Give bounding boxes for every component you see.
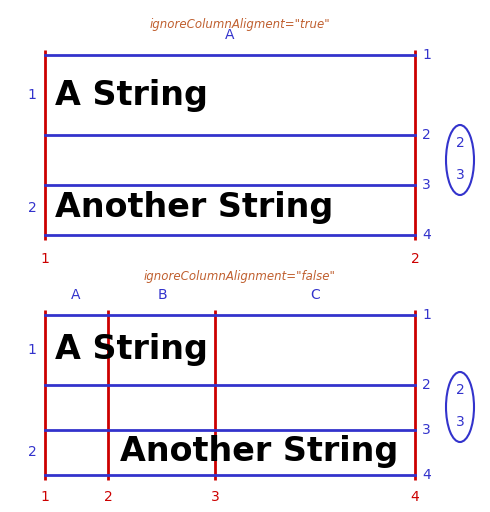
Text: 2: 2 (422, 378, 431, 392)
Text: A: A (71, 288, 81, 302)
Text: 4: 4 (422, 468, 431, 482)
Text: 2: 2 (411, 252, 419, 266)
Text: 4: 4 (422, 228, 431, 242)
Text: B: B (157, 288, 167, 302)
Text: 2: 2 (27, 445, 36, 459)
Text: A: A (225, 28, 235, 42)
Text: Another String: Another String (120, 436, 398, 468)
Text: 2: 2 (27, 201, 36, 215)
Text: 2: 2 (456, 383, 465, 397)
Text: 2: 2 (456, 136, 465, 150)
Text: 1: 1 (27, 343, 36, 357)
Text: 1: 1 (27, 88, 36, 102)
Text: 3: 3 (456, 168, 465, 182)
Text: 3: 3 (211, 490, 220, 504)
Text: 1: 1 (41, 490, 49, 504)
Text: 3: 3 (422, 423, 431, 437)
Text: A String: A String (55, 78, 208, 112)
Text: C: C (310, 288, 320, 302)
Text: 2: 2 (422, 128, 431, 142)
Text: ignoreColumnAlignment="false": ignoreColumnAlignment="false" (144, 270, 336, 283)
Text: 1: 1 (41, 252, 49, 266)
Text: 3: 3 (422, 178, 431, 192)
Text: 3: 3 (456, 415, 465, 429)
Text: 1: 1 (422, 48, 431, 62)
Text: 4: 4 (411, 490, 419, 504)
Text: Another String: Another String (55, 191, 333, 224)
Text: 1: 1 (422, 308, 431, 322)
Text: 2: 2 (103, 490, 112, 504)
Text: ignoreColumnAligment="true": ignoreColumnAligment="true" (149, 18, 330, 31)
Text: A String: A String (55, 333, 208, 367)
